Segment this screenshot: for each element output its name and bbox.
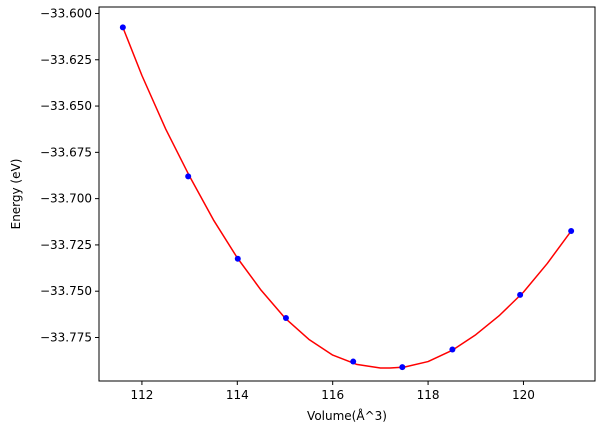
x-tick-label: 120 bbox=[512, 388, 535, 402]
data-point bbox=[185, 173, 192, 180]
y-axis-label: Energy (eV) bbox=[9, 159, 23, 230]
y-tick-label: −33.700 bbox=[40, 192, 92, 206]
y-tick-label: −33.650 bbox=[40, 99, 92, 113]
y-axis-ticks: −33.600 −33.625 −33.650 −33.675 −33.700 −33.7… bbox=[40, 6, 99, 344]
data-point bbox=[517, 291, 524, 298]
y-tick-label: −33.775 bbox=[40, 330, 92, 344]
data-point bbox=[449, 346, 456, 353]
y-tick-label: −33.750 bbox=[40, 284, 92, 298]
data-point bbox=[399, 364, 406, 371]
x-axis-ticks: 112 114 116 118 120 bbox=[130, 381, 535, 402]
data-point bbox=[350, 358, 357, 365]
x-tick-label: 112 bbox=[130, 388, 153, 402]
data-point bbox=[568, 228, 575, 235]
plot-background bbox=[99, 7, 595, 381]
y-tick-label: −33.725 bbox=[40, 238, 92, 252]
data-point bbox=[282, 315, 289, 322]
data-point bbox=[119, 24, 126, 31]
fit-curve-line bbox=[122, 27, 572, 369]
x-axis-label: Volume(Å^3) bbox=[307, 408, 387, 423]
x-tick-label: 116 bbox=[321, 388, 344, 402]
y-tick-label: −33.675 bbox=[40, 145, 92, 159]
y-tick-label: −33.625 bbox=[40, 53, 92, 67]
data-point bbox=[234, 255, 241, 262]
data-points-layer bbox=[119, 24, 575, 371]
x-tick-label: 114 bbox=[226, 388, 249, 402]
fit-curve-layer bbox=[122, 27, 572, 369]
plot-frame bbox=[98, 6, 596, 382]
y-tick-label: −33.600 bbox=[40, 6, 92, 20]
x-tick-label: 118 bbox=[417, 388, 440, 402]
